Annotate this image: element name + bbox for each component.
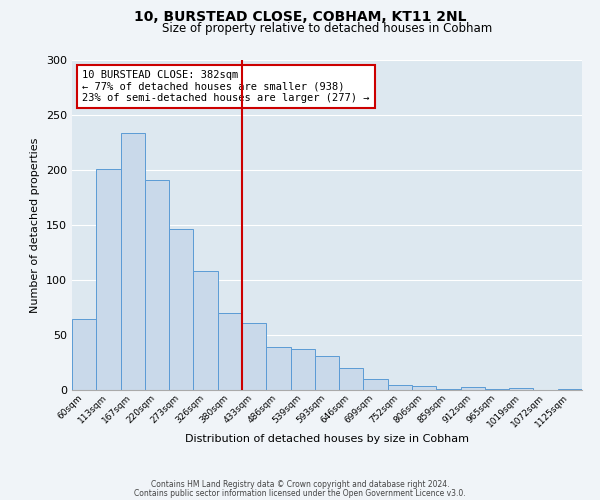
Bar: [169, 230, 193, 390]
Bar: [193, 271, 218, 390]
Text: 10, BURSTEAD CLOSE, COBHAM, KT11 2NL: 10, BURSTEAD CLOSE, COBHAM, KT11 2NL: [134, 10, 466, 24]
Bar: [145, 180, 169, 390]
Bar: [339, 368, 364, 390]
Bar: [242, 323, 266, 390]
Bar: [218, 313, 242, 390]
Bar: [290, 350, 315, 390]
Text: Contains public sector information licensed under the Open Government Licence v3: Contains public sector information licen…: [134, 488, 466, 498]
Bar: [266, 347, 290, 390]
Bar: [72, 318, 96, 390]
Bar: [315, 356, 339, 390]
Bar: [485, 389, 509, 390]
X-axis label: Distribution of detached houses by size in Cobham: Distribution of detached houses by size …: [185, 434, 469, 444]
Bar: [364, 379, 388, 390]
Bar: [388, 384, 412, 390]
Bar: [558, 389, 582, 390]
Bar: [121, 132, 145, 390]
Bar: [461, 386, 485, 390]
Title: Size of property relative to detached houses in Cobham: Size of property relative to detached ho…: [162, 22, 492, 35]
Bar: [436, 389, 461, 390]
Y-axis label: Number of detached properties: Number of detached properties: [31, 138, 40, 312]
Bar: [509, 388, 533, 390]
Text: 10 BURSTEAD CLOSE: 382sqm
← 77% of detached houses are smaller (938)
23% of semi: 10 BURSTEAD CLOSE: 382sqm ← 77% of detac…: [82, 70, 370, 103]
Bar: [96, 169, 121, 390]
Text: Contains HM Land Registry data © Crown copyright and database right 2024.: Contains HM Land Registry data © Crown c…: [151, 480, 449, 489]
Bar: [412, 386, 436, 390]
